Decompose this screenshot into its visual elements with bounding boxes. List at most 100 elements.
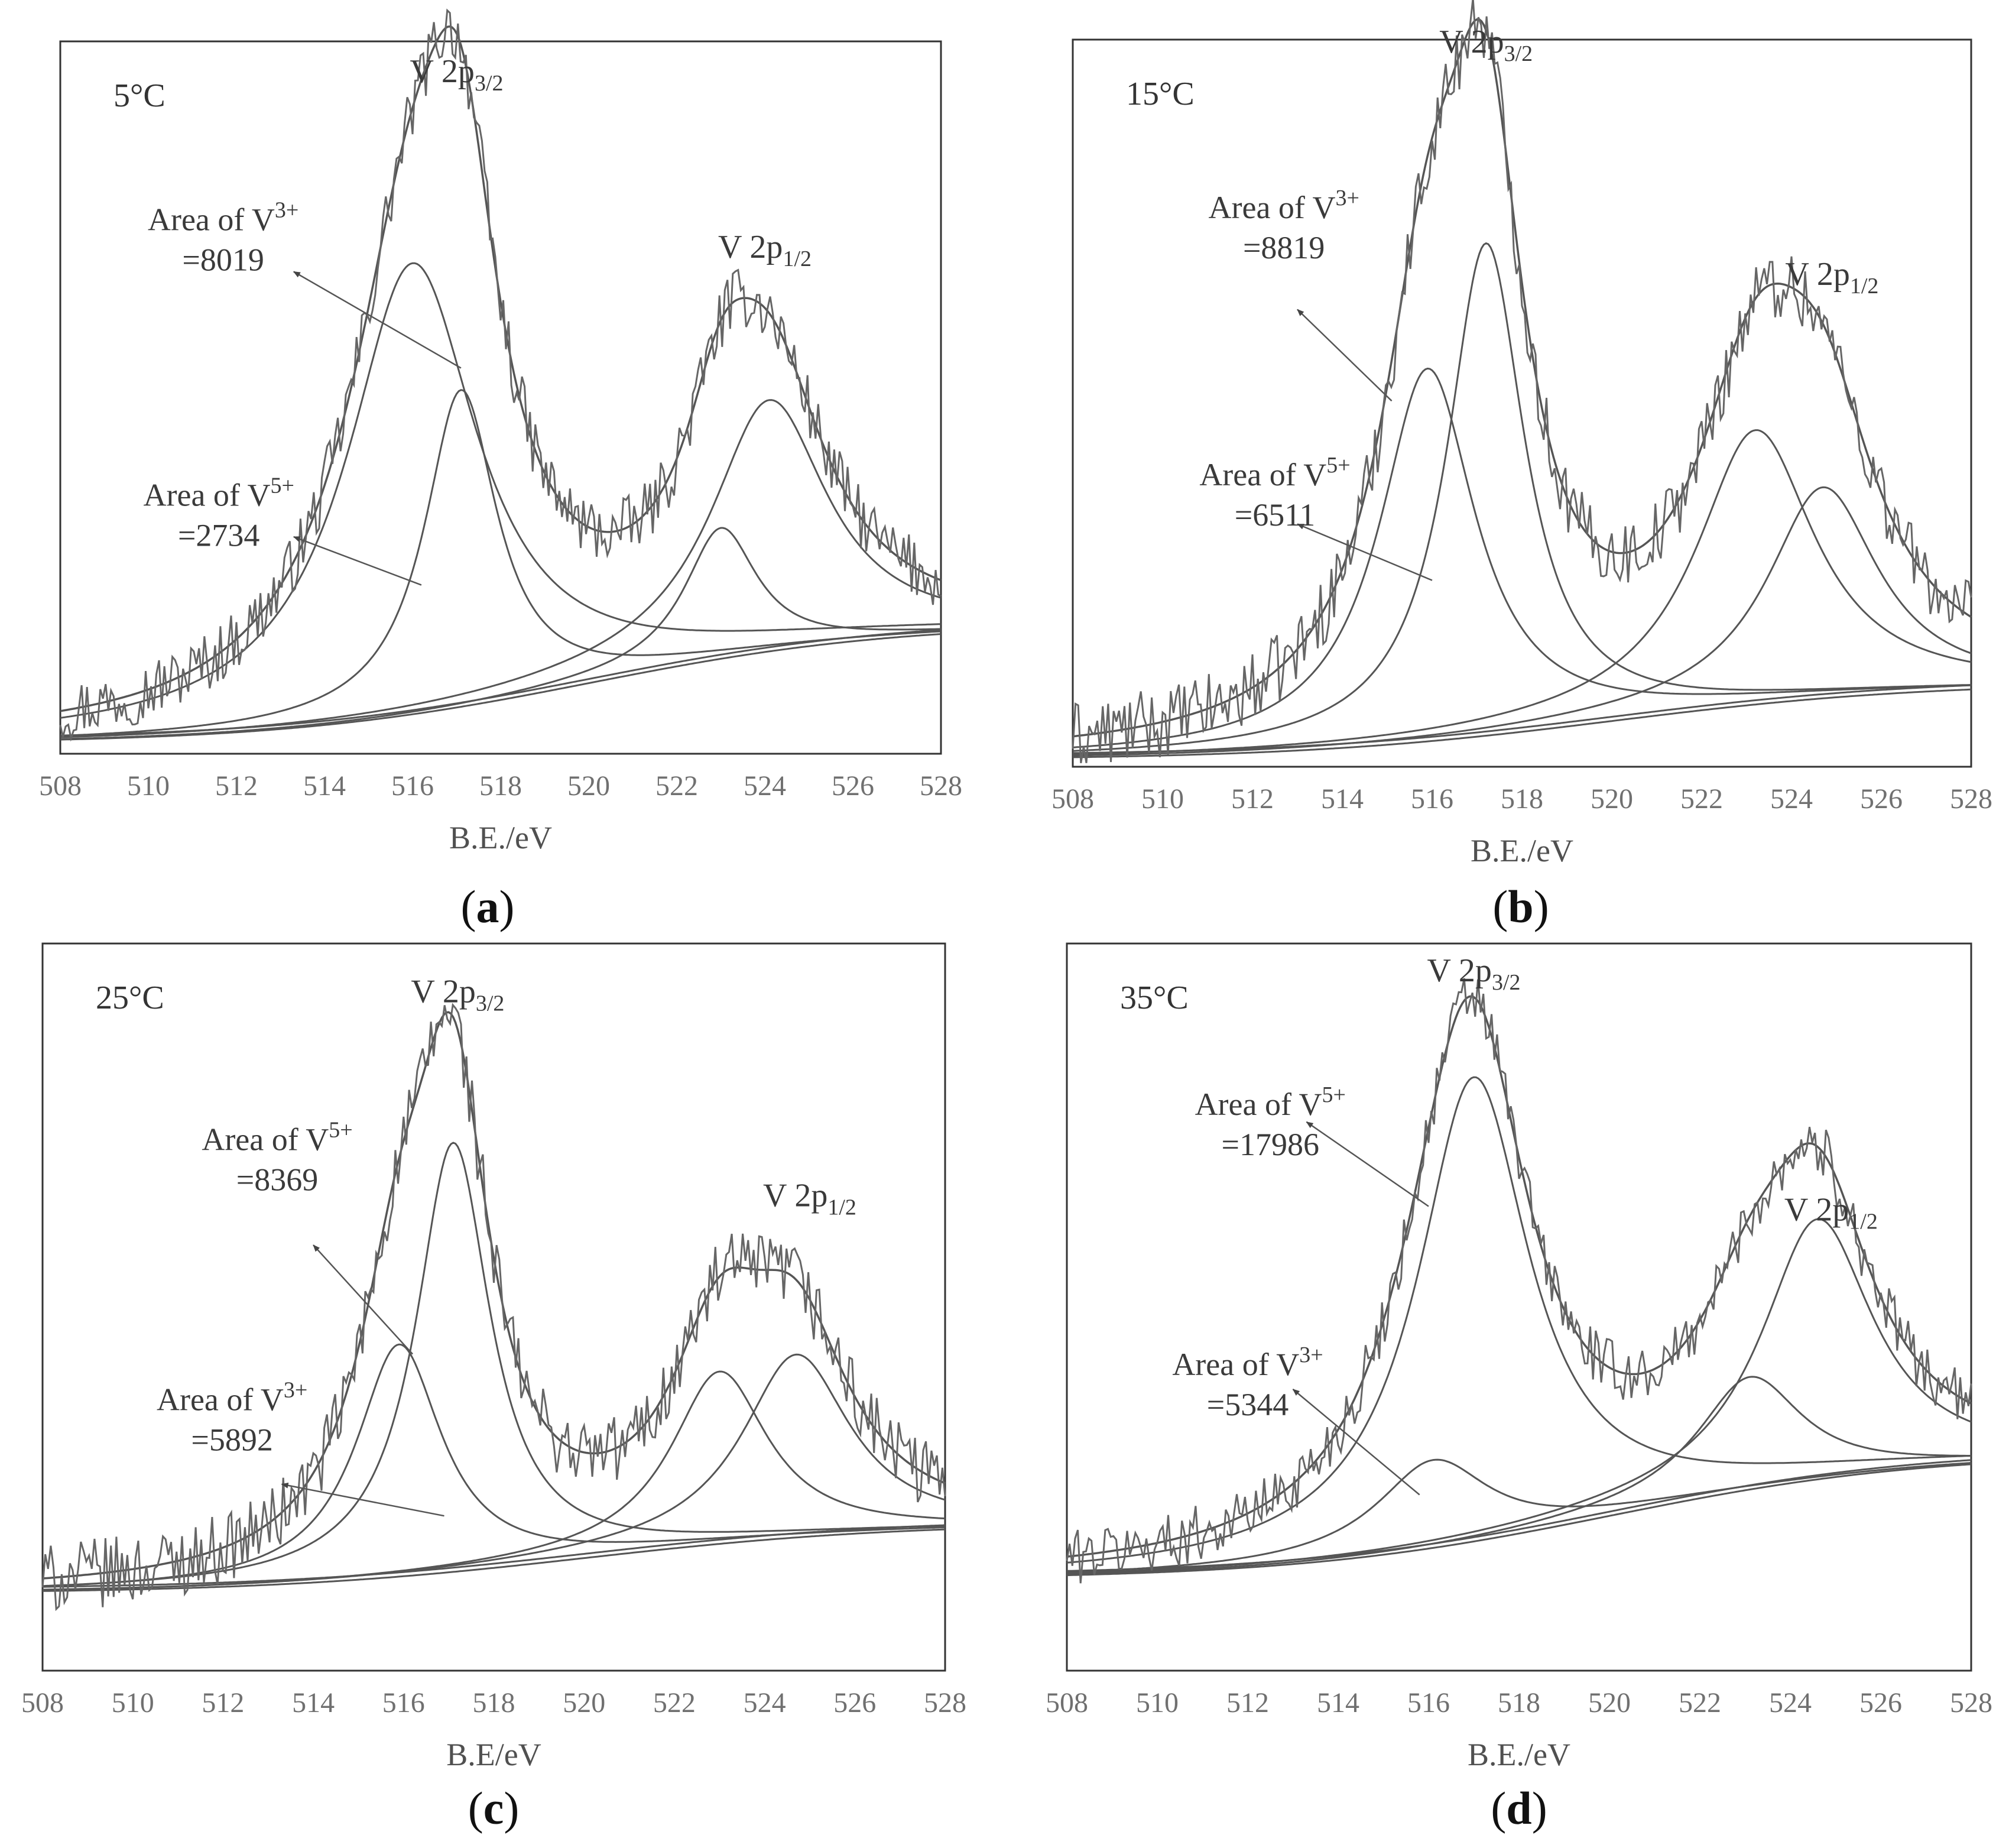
x-tick-label: 508 (21, 1687, 64, 1719)
x-tick-label: 508 (1051, 783, 1094, 815)
x-tick-label: 520 (567, 770, 610, 802)
x-tick-label: 520 (1588, 1687, 1631, 1719)
annotation-arrow (1292, 1389, 1420, 1496)
x-tick-label: 510 (1136, 1687, 1179, 1719)
peak-label-main: V 2p (1785, 256, 1849, 293)
annotation-arrow (1306, 1121, 1429, 1207)
x-tick-label: 516 (1411, 783, 1453, 815)
peak-label-p12: V 2p1/2 (718, 229, 812, 271)
raw-data-line (41, 1003, 946, 1612)
component-curve (1073, 486, 1972, 757)
panel-letter-part: ) (499, 881, 515, 932)
peak-label-subscript: 3/2 (1492, 970, 1521, 995)
area-label-charge: 5+ (270, 474, 294, 498)
x-tick-label: 510 (112, 1687, 154, 1719)
panel-letter-part: ( (1491, 1782, 1506, 1834)
area-label: Area of V5+ (202, 1117, 352, 1157)
panel-letter: (c) (468, 1782, 520, 1834)
x-tick-label: 522 (1680, 783, 1723, 815)
panel-letter-part: ) (504, 1782, 519, 1834)
peak-label-main: V 2p (763, 1178, 827, 1214)
panel-letter-part: ) (1532, 1782, 1547, 1834)
temperature-label: 35°C (1120, 980, 1189, 1016)
component-curve (43, 1353, 946, 1591)
component-curve (60, 389, 942, 737)
x-tick-label: 524 (1770, 783, 1813, 815)
x-tick-label: 528 (920, 770, 962, 802)
panel-c: 508 510 512 514 516 518 520 522 524 526 528 B.E/eV 2… (21, 942, 966, 1834)
peak-label-p32: V 2p3/2 (1439, 24, 1533, 66)
component-curve (1072, 242, 1972, 752)
x-tick-label: 512 (202, 1687, 244, 1719)
x-tick-label: 516 (391, 770, 434, 802)
area-label: Area of V5+ (144, 474, 294, 513)
panel-letter-part: c (483, 1782, 504, 1834)
x-tick-label: 520 (563, 1687, 605, 1719)
peak-label-p32: V 2p3/2 (411, 974, 504, 1016)
area-value: =5344 (1207, 1387, 1289, 1422)
area-label-charge: 5+ (1326, 453, 1350, 478)
x-axis-title: B.E./eV (1471, 833, 1573, 868)
peak-label-main: V 2p (718, 229, 783, 265)
area-label-charge: 3+ (1335, 186, 1359, 210)
panel-letter: (d) (1491, 1782, 1547, 1834)
x-tick-label: 508 (1046, 1687, 1088, 1719)
panel-letter-part: ( (1492, 881, 1508, 932)
area-value: =8369 (236, 1162, 318, 1197)
area-label-charge: 5+ (1322, 1082, 1345, 1107)
peak-label-subscript: 1/2 (1850, 274, 1879, 299)
component-curve (1066, 1458, 1972, 1574)
area-label-text: Area of V (157, 1382, 284, 1418)
x-tick-label: 508 (39, 770, 82, 802)
peak-label-main: V 2p (1427, 952, 1492, 989)
background-line (1066, 1463, 1972, 1577)
x-tick-label: 524 (1769, 1687, 1812, 1719)
x-axis-title: B.E./eV (1468, 1737, 1570, 1772)
plot-frame (41, 942, 946, 1672)
panel-letter-part: ( (461, 881, 476, 932)
x-tick-label: 524 (744, 770, 786, 802)
component-curve (42, 1343, 946, 1587)
area-value: =17986 (1222, 1127, 1319, 1162)
x-tick-label: 514 (303, 770, 346, 802)
x-tick-label: 522 (655, 770, 698, 802)
area-label: Area of V5+ (1195, 1082, 1346, 1122)
x-tick-label: 514 (1321, 783, 1364, 815)
component-curve (60, 527, 941, 740)
envelope-curve (60, 25, 942, 712)
component-curve (1072, 429, 1972, 756)
panel-letter-part: b (1508, 881, 1533, 932)
peak-label-p32: V 2p3/2 (410, 53, 504, 96)
x-tick-label: 516 (1407, 1687, 1450, 1719)
raw-data-line (1066, 978, 1972, 1584)
temperature-label: 5°C (113, 77, 165, 114)
area-label: Area of V5+ (1199, 453, 1350, 492)
x-axis-title: B.E/eV (446, 1737, 541, 1772)
area-label-text: Area of V (144, 478, 271, 513)
plot-frame (1066, 942, 1972, 1672)
x-tick-label: 518 (479, 770, 522, 802)
area-label-text: Area of V (148, 202, 275, 238)
envelope-curve (1066, 995, 1972, 1558)
component-curve (1066, 1076, 1972, 1564)
peak-label-subscript: 1/2 (783, 247, 812, 271)
area-label-charge: 3+ (1299, 1343, 1323, 1367)
peak-label-p12: V 2p1/2 (1784, 1191, 1878, 1234)
x-tick-label: 518 (1501, 783, 1543, 815)
peak-label-main: V 2p (411, 974, 475, 1010)
area-label: Area of V3+ (1209, 186, 1359, 225)
area-label-text: Area of V (202, 1121, 329, 1157)
x-tick-label: 518 (473, 1687, 515, 1719)
annotation-arrow (313, 1244, 413, 1355)
panel-letter: (a) (461, 881, 515, 932)
annotation-arrow (293, 536, 422, 586)
area-label: Area of V3+ (1172, 1343, 1323, 1382)
x-tick-label: 524 (744, 1687, 786, 1719)
peak-label-subscript: 1/2 (827, 1195, 856, 1220)
area-value: =8819 (1243, 230, 1325, 265)
background-line (1066, 1459, 1972, 1572)
area-label-charge: 3+ (284, 1378, 307, 1403)
envelope-curve (1072, 18, 1972, 738)
panel-d: 508 510 512 514 516 518 520 522 524 526 528 B.E./eV… (1046, 942, 1992, 1834)
